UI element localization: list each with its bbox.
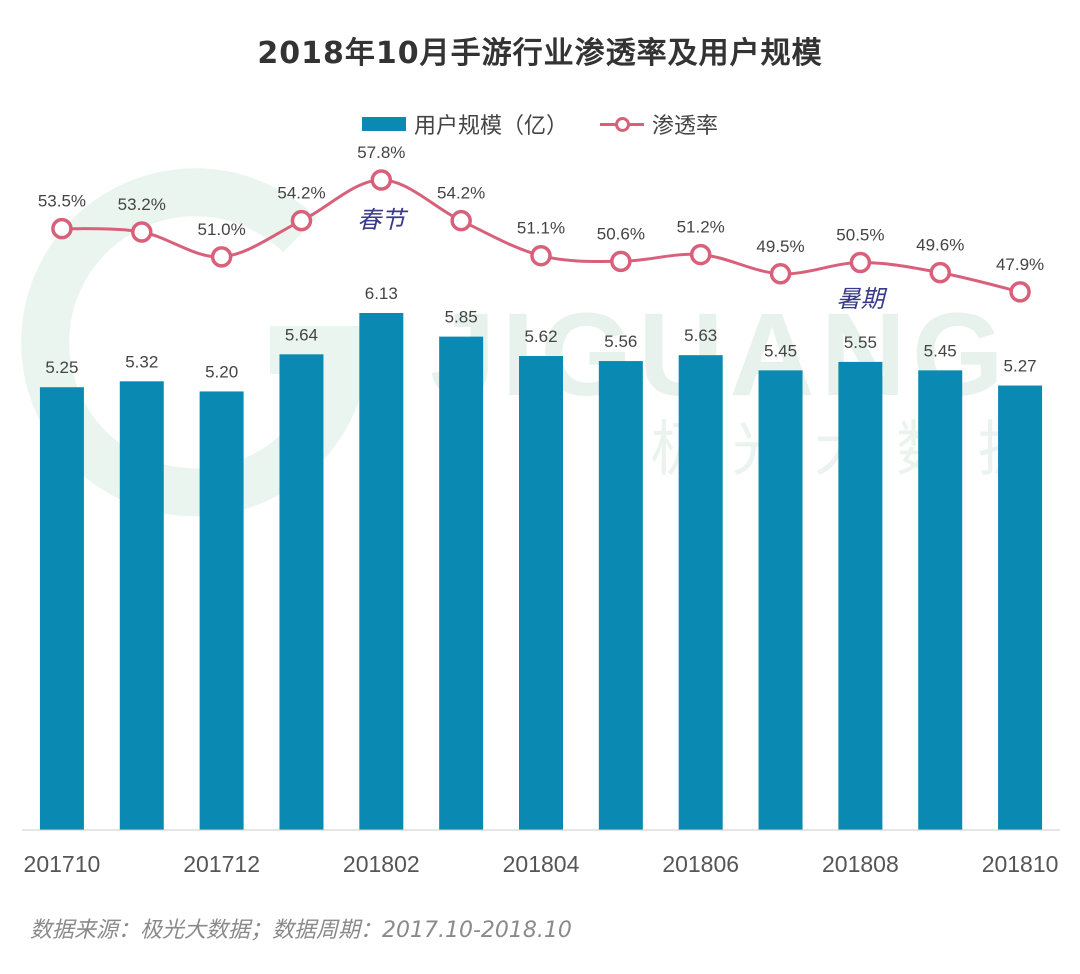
chart-title: 2018年10月手游行业渗透率及用户规模 xyxy=(257,36,823,71)
line-series xyxy=(51,169,1031,303)
x-tick-201710: 201710 xyxy=(24,851,101,877)
line-label-201808: 50.5% xyxy=(836,225,884,244)
x-tick-201810: 201810 xyxy=(982,851,1059,877)
line-label-201805: 50.6% xyxy=(597,224,645,243)
legend-line-swatch xyxy=(600,117,644,132)
x-axis-tick-labels: 201710 201712 201802 201804 201806 201808 2018… xyxy=(24,851,1059,877)
line-label-201804: 51.1% xyxy=(517,219,565,238)
x-tick-201802: 201802 xyxy=(343,851,420,877)
bar-label-201808: 5.55 xyxy=(844,333,877,352)
bar-label-201804: 5.62 xyxy=(524,327,557,346)
line-point-201805 xyxy=(610,250,632,273)
line-label-201807: 49.5% xyxy=(756,237,804,256)
line-label-201806: 51.2% xyxy=(677,218,725,237)
bar-201801 xyxy=(279,354,324,830)
line-point-201810 xyxy=(1009,281,1031,303)
x-tick-201806: 201806 xyxy=(662,851,739,877)
annotation-201802: 春节 xyxy=(357,206,409,234)
line-label-201802: 57.8% xyxy=(357,143,405,162)
line-point-201808 xyxy=(849,251,872,274)
bar-label-201806: 5.63 xyxy=(684,326,717,345)
legend-label-penetration: 渗透率 xyxy=(652,114,719,139)
line-label-201810: 47.9% xyxy=(996,255,1044,274)
line-point-201809 xyxy=(929,261,951,284)
line-point-201710 xyxy=(51,217,73,240)
bar-label-201712: 5.20 xyxy=(205,362,238,381)
bar-value-labels: 5.25 5.32 5.20 5.64 6.13 5.85 5.62 5.56 5.63 5.45… xyxy=(45,284,1036,381)
bar-label-201809: 5.45 xyxy=(924,341,957,360)
bar-201712 xyxy=(199,391,244,830)
line-point-201712 xyxy=(210,246,233,268)
line-label-201809: 49.6% xyxy=(916,236,964,255)
legend-item-users: 用户规模（亿） xyxy=(361,108,568,140)
x-tick-201804: 201804 xyxy=(503,851,580,877)
bar-201810 xyxy=(998,385,1043,830)
line-label-201710: 53.5% xyxy=(38,192,86,211)
x-tick-201712: 201712 xyxy=(183,851,260,877)
line-point-201807 xyxy=(769,263,792,285)
line-point-201802 xyxy=(370,169,393,191)
bar-201807 xyxy=(758,370,803,830)
line-point-201806 xyxy=(689,243,712,266)
bar-label-201801: 5.64 xyxy=(285,325,318,344)
bar-label-201805: 5.56 xyxy=(604,332,637,351)
line-point-201801 xyxy=(290,209,313,232)
line-point-201803 xyxy=(450,209,472,232)
bar-201711 xyxy=(119,381,164,830)
bar-201805 xyxy=(598,361,643,830)
bar-201806 xyxy=(678,355,723,830)
legend-label-users: 用户规模（亿） xyxy=(413,114,568,139)
source-note: 数据来源：极光大数据；数据周期：2017.10-2018.10 xyxy=(30,918,572,943)
bar-201710 xyxy=(39,387,84,830)
bar-label-201810: 5.27 xyxy=(1004,357,1037,376)
legend-bar-swatch xyxy=(361,117,406,131)
line-label-201711: 53.2% xyxy=(118,195,166,214)
line-label-201801: 54.2% xyxy=(277,184,325,203)
legend-item-penetration: 渗透率 xyxy=(600,108,718,140)
line-label-201803: 54.2% xyxy=(437,184,485,203)
bar-label-201803: 5.85 xyxy=(445,308,478,327)
bar-label-201710: 5.25 xyxy=(45,358,78,377)
line-label-201712: 51.0% xyxy=(198,220,246,239)
bar-201809 xyxy=(918,370,963,830)
line-value-labels: 53.5% 53.2% 51.0% 54.2% 57.8% 54.2% 51.1% 50.6%… xyxy=(38,143,1044,274)
bar-label-201807: 5.45 xyxy=(764,341,797,360)
bar-label-201711: 5.32 xyxy=(125,352,158,371)
bar-201804 xyxy=(519,356,563,830)
chart-legend: 用户规模（亿） 渗透率 xyxy=(0,108,1080,140)
bar-series xyxy=(39,313,1043,830)
line-point-201711 xyxy=(131,221,153,243)
annotation-201808: 暑期 xyxy=(836,285,887,313)
bar-201808 xyxy=(838,361,883,830)
bar-label-201802: 6.13 xyxy=(365,284,398,303)
bar-201802 xyxy=(359,313,404,830)
x-tick-201808: 201808 xyxy=(822,851,899,877)
line-point-201804 xyxy=(530,244,552,267)
bar-201803 xyxy=(439,336,484,830)
